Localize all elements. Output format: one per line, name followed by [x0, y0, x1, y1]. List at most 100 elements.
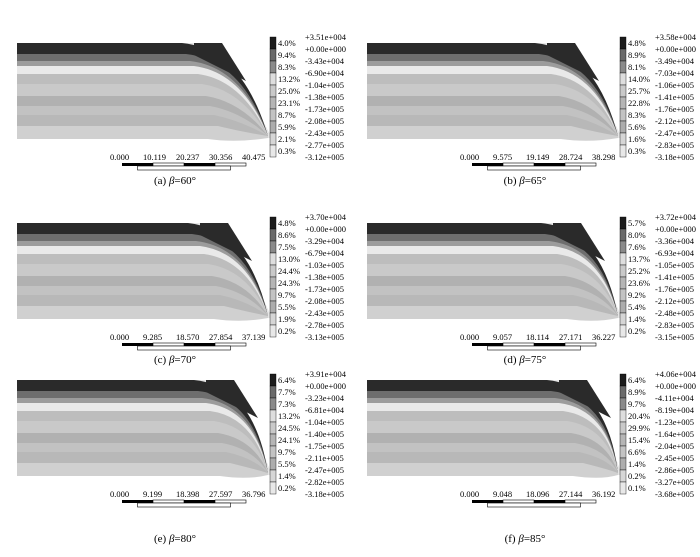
legend-percent: 15.4% [628, 435, 650, 445]
scale-tick-label: 37.139 [242, 332, 265, 342]
contour-band [367, 43, 618, 138]
contour-panel-f: 6.4% 8.9% 9.7% 20.4% 29.9% 15.4% 6.6% 1.4% 0.2% 0… [350, 362, 700, 548]
legend-level: -3.18e+005 [305, 489, 344, 499]
legend-level: -2.43e+005 [305, 308, 344, 318]
legend-percent: 8.9% [628, 387, 646, 397]
legend-level: -3.36e+004 [655, 236, 695, 246]
scale-tick-label: 9.048 [493, 489, 512, 499]
contour-band [17, 74, 268, 138]
legend-level: -3.13e+005 [305, 332, 344, 342]
contour-band [367, 84, 618, 138]
legend-percent: 24.5% [278, 423, 300, 433]
legend-level: -8.19e+004 [655, 405, 695, 415]
legend-swatch [619, 264, 627, 278]
legend-percent: 2.1% [278, 134, 296, 144]
legend-swatch [269, 252, 277, 266]
legend-percent: 23.6% [628, 278, 650, 288]
legend-percent: 5.5% [278, 459, 296, 469]
scale-segment [487, 502, 581, 508]
legend-percent: 7.6% [628, 242, 646, 252]
legend-swatch [269, 457, 277, 471]
legend-percent: 9.4% [278, 50, 296, 60]
legend-level: -1.73e+005 [305, 104, 344, 114]
legend-level: -2.45e+005 [655, 453, 694, 463]
legend-level: -2.11e+005 [305, 453, 344, 463]
legend-swatch [619, 228, 627, 242]
caption-d: (d) β=75° [503, 354, 547, 366]
legend-swatch [619, 120, 627, 134]
legend-swatch [269, 288, 277, 302]
legend-level: -2.48e+005 [655, 308, 694, 318]
legend-swatch [619, 433, 627, 447]
scale-segment [152, 342, 185, 347]
legend-level: +0.00e+000 [655, 224, 696, 234]
legend-percent: 8.3% [628, 110, 646, 120]
legend-swatch [269, 132, 277, 146]
legend-percent: 4.8% [628, 38, 646, 48]
color-legend: 6.4% 7.7% 7.3% 13.2% 24.5% 24.1% 9.7% 5.5% 1.4% 0… [269, 369, 347, 499]
legend-percent: 5.7% [628, 218, 646, 228]
legend-level: +3.72e+004 [655, 212, 697, 222]
stress-contour-field [367, 378, 626, 478]
contour-band [17, 306, 268, 321]
legend-swatch [619, 481, 627, 495]
slope-tongue [194, 43, 246, 81]
legend-level: -1.04e+005 [305, 80, 344, 90]
contour-plot-a: 4.0% 9.4% 8.3% 13.2% 25.0% 23.1% 8.7% 5.9% 2.1% 0… [17, 32, 347, 171]
legend-level: -6.90e+004 [305, 68, 345, 78]
legend-percent: 8.9% [628, 50, 646, 60]
contour-band [367, 74, 618, 138]
contour-band [367, 115, 618, 138]
scale-tick-label: 27.171 [559, 332, 582, 342]
legend-level: -3.29e+004 [305, 236, 345, 246]
legend-percent: 9.7% [628, 399, 646, 409]
contour-band [367, 223, 618, 318]
scale-bar: 0.000 9.057 18.114 27.171 36.227 [460, 332, 615, 351]
scale-segment [472, 500, 503, 503]
scale-segment [152, 162, 185, 167]
scale-segment [152, 499, 185, 504]
contour-band [17, 286, 268, 318]
legend-swatch [619, 144, 627, 158]
scale-tick-label: 9.575 [493, 152, 512, 162]
legend-swatch [269, 96, 277, 110]
legend-level: -2.77e+005 [305, 140, 344, 150]
legend-level: +0.00e+000 [305, 381, 346, 391]
legend-percent: 25.2% [628, 266, 650, 276]
stress-contour-field [17, 221, 276, 321]
legend-swatch [269, 433, 277, 447]
legend-swatch [619, 36, 627, 50]
legend-level: -1.41e+005 [655, 92, 694, 102]
legend-percent: 1.4% [628, 459, 646, 469]
legend-level: -2.04e+005 [655, 441, 694, 451]
slope-tongue [547, 43, 599, 81]
scale-segment [184, 343, 215, 346]
legend-percent: 23.1% [278, 98, 300, 108]
contour-panel-d: 5.7% 8.0% 7.6% 13.7% 25.2% 23.6% 9.2% 5.4% 1.4% 0… [350, 205, 700, 391]
legend-swatch [619, 324, 627, 338]
legend-level: +0.00e+000 [655, 44, 696, 54]
legend-swatch [619, 132, 627, 146]
legend-swatch [619, 240, 627, 254]
legend-swatch [619, 108, 627, 122]
legend-percent: 6.6% [628, 447, 646, 457]
scale-bar: 0.000 9.199 18.398 27.597 36.796 [110, 489, 265, 508]
legend-swatch [269, 324, 277, 338]
legend-percent: 24.1% [278, 435, 300, 445]
contour-band [367, 452, 618, 475]
legend-swatch [619, 84, 627, 98]
contour-band [367, 411, 618, 475]
legend-level: -2.82e+005 [305, 477, 344, 487]
legend-swatch [269, 108, 277, 122]
legend-percent: 4.0% [278, 38, 296, 48]
legend-swatch [269, 421, 277, 435]
scale-segment [472, 163, 503, 166]
legend-percent: 1.4% [278, 471, 296, 481]
contour-band [367, 264, 618, 318]
caption-b: (b) β=65° [503, 175, 547, 187]
scale-tick-label: 38.298 [592, 152, 615, 162]
slope-tongue [206, 380, 258, 418]
contour-band [367, 433, 618, 475]
scale-bar: 0.000 10.119 20.237 30.356 40.475 [110, 152, 265, 171]
legend-level: -1.76e+005 [655, 104, 694, 114]
